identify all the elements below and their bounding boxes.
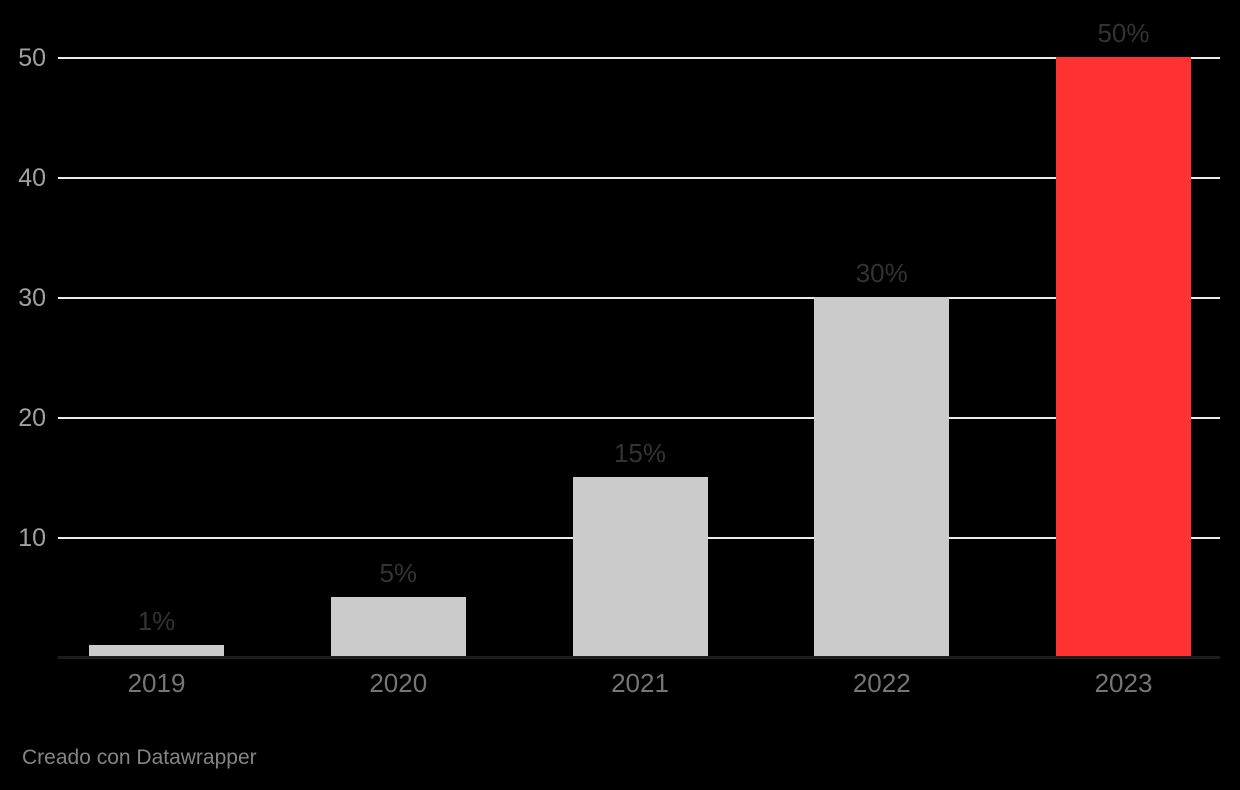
bar-2023 <box>1056 57 1191 657</box>
bar-value-label: 1% <box>137 606 176 636</box>
x-tick-label: 2022 <box>852 668 911 698</box>
y-tick-label: 30 <box>18 284 46 312</box>
bar-2021 <box>572 477 708 657</box>
x-tick-label: 2020 <box>369 668 428 698</box>
bar-value-label: 5% <box>379 558 418 588</box>
x-axis-baseline <box>58 656 1220 659</box>
y-tick-label: 40 <box>18 164 46 192</box>
datawrapper-attribution: Creado con Datawrapper <box>22 746 257 769</box>
bar-2022 <box>814 297 950 657</box>
y-tick-label: 20 <box>18 404 46 432</box>
gridline <box>58 297 1220 299</box>
bar-2020 <box>330 597 466 657</box>
y-tick-label: 10 <box>18 524 46 552</box>
bar-value-label: 15% <box>613 438 667 468</box>
bar-2019 <box>89 645 224 657</box>
x-tick-label: 2023 <box>1094 668 1153 698</box>
x-tick-label: 2019 <box>127 668 186 698</box>
bar-value-label: 30% <box>855 258 908 288</box>
gridline <box>58 57 1220 59</box>
gridline <box>58 417 1220 419</box>
x-tick-label: 2021 <box>611 668 669 698</box>
bar-value-label: 50% <box>1097 18 1150 48</box>
gridline <box>58 177 1220 179</box>
y-tick-label: 50 <box>18 44 46 72</box>
